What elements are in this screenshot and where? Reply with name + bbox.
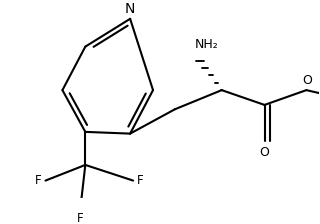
Text: F: F [77,212,84,224]
Text: O: O [260,146,269,159]
Text: N: N [125,2,135,16]
Text: F: F [35,174,42,187]
Text: F: F [137,174,144,187]
Text: O: O [302,74,312,87]
Text: NH₂: NH₂ [195,38,219,51]
